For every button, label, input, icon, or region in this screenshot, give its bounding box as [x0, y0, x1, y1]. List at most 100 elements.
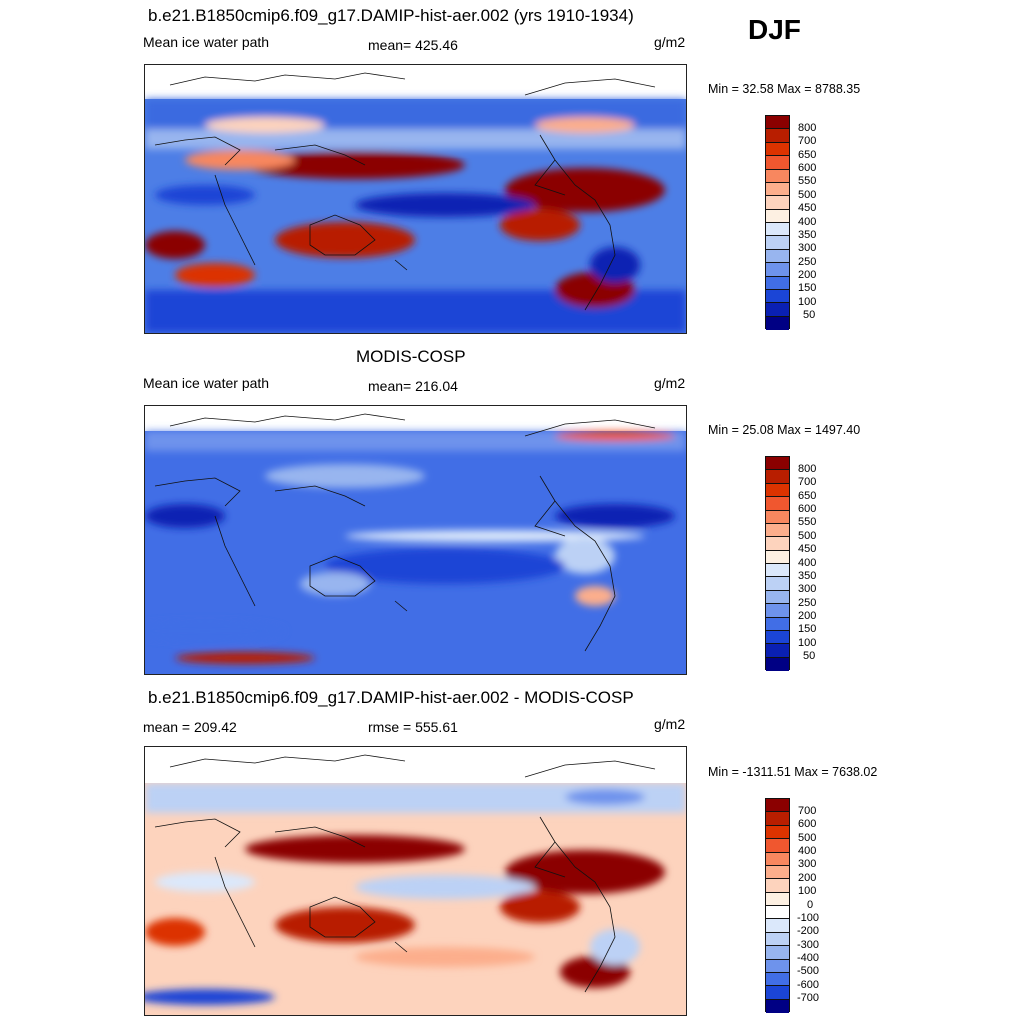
colorbar-segment	[766, 249, 789, 264]
colorbar-segment	[766, 879, 789, 893]
colorbar-tick-label: -700	[797, 992, 820, 1005]
colorbar-tick-label: 700	[798, 135, 817, 148]
colorbar-segment	[766, 919, 789, 933]
panel-3-title: b.e21.B1850cmip6.f09_g17.DAMIP-hist-aer.…	[148, 688, 634, 707]
colorbar-tick-label: 600	[798, 162, 817, 174]
colorbar-tick-label: 550	[798, 175, 817, 188]
colorbar-tick-label: -200	[797, 925, 820, 938]
colorbar-tick-label: 400	[798, 845, 817, 857]
colorbar-segment	[766, 303, 789, 317]
colorbar-segment	[766, 852, 789, 866]
panel-1-map	[144, 64, 687, 334]
colorbar-segment	[766, 892, 789, 906]
colorbar-tick-label: 400	[798, 556, 817, 569]
colorbar-tick-label: 800	[798, 121, 817, 134]
colorbar-segment	[766, 223, 789, 237]
colorbar-tick-label: 600	[798, 503, 817, 515]
colorbar-tick-label: -600	[797, 978, 820, 991]
colorbar-segment	[766, 156, 789, 170]
colorbar-tick-label: 50	[803, 650, 816, 663]
colorbar-segment	[766, 289, 789, 304]
colorbar-tick-label: -500	[797, 965, 820, 978]
colorbar-segment	[766, 142, 789, 157]
colorbar-segment	[766, 825, 789, 840]
colorbar-segment	[766, 986, 789, 1000]
colorbar-tick-label: 300	[798, 858, 817, 871]
colorbar-tick-label: -400	[797, 952, 820, 964]
colorbar-tick-label: 500	[798, 831, 817, 844]
colorbar-segment	[766, 470, 789, 484]
panel-1-minmax-label: Min = 32.58 Max = 8788.35	[708, 82, 861, 96]
colorbar-tick-label: 450	[798, 202, 817, 215]
colorbar-segment	[766, 169, 789, 183]
colorbar-segment	[766, 510, 789, 524]
colorbar-tick-label: 600	[798, 818, 817, 831]
colorbar-segment	[766, 276, 789, 290]
colorbar-tick-label: 650	[798, 489, 817, 502]
panel-2-mean-label: mean= 216.04	[368, 378, 458, 394]
colorbar-tick-label: 200	[798, 269, 817, 281]
colorbar-tick-label: 700	[798, 476, 817, 489]
panel-2-title: MODIS-COSP	[356, 347, 466, 366]
colorbar-segment	[766, 483, 789, 498]
panel-2-units-label: g/m2	[654, 375, 686, 391]
panel-3-mean-label: mean = 209.42	[143, 719, 237, 735]
colorbar-segment	[766, 590, 789, 605]
colorbar-tick-label: 350	[798, 228, 817, 241]
colorbar-tick-label: 200	[798, 871, 817, 884]
colorbar-segment	[766, 523, 789, 538]
colorbar-segment	[766, 946, 789, 960]
colorbar-segment	[766, 209, 789, 223]
panel-1-mean-label: mean= 425.46	[368, 37, 458, 53]
colorbar-tick-label: 500	[798, 529, 817, 542]
colorbar-tick-label: 650	[798, 148, 817, 161]
colorbar-segment	[766, 577, 789, 591]
panel-1-variable-label: Mean ice water path	[143, 34, 270, 50]
colorbar-tick-label: 150	[798, 623, 817, 636]
colorbar-segment	[766, 604, 789, 618]
panel-2-minmax-label: Min = 25.08 Max = 1497.40	[708, 423, 861, 437]
colorbar-tick-label: 700	[798, 804, 817, 817]
colorbar-segment	[766, 865, 789, 880]
panel-2-variable-label: Mean ice water path	[143, 375, 270, 391]
colorbar-tick-label: 250	[798, 255, 817, 268]
colorbar-segment	[766, 812, 789, 826]
colorbar-segment	[766, 550, 789, 564]
colorbar-segment	[766, 972, 789, 987]
colorbar-tick-label: -100	[797, 911, 820, 924]
colorbar-tick-label: -300	[797, 938, 820, 951]
colorbar-segment	[766, 263, 789, 277]
colorbar-segment	[766, 316, 789, 330]
colorbar-tick-label: 100	[798, 636, 817, 649]
colorbar-segment	[766, 564, 789, 578]
colorbar-segment	[766, 196, 789, 210]
colorbar-segment	[766, 236, 789, 250]
colorbar-segment	[766, 932, 789, 947]
colorbar-tick-label: 300	[798, 242, 817, 255]
colorbar-tick-label: 800	[798, 462, 817, 475]
colorbar-tick-label: 50	[803, 309, 816, 322]
colorbar-tick-label: 400	[798, 215, 817, 228]
colorbar-segment	[766, 999, 789, 1013]
colorbar-segment	[766, 959, 789, 973]
panel-3-minmax-label: Min = -1311.51 Max = 7638.02	[708, 765, 878, 779]
panel-3-map	[144, 746, 687, 1016]
panel-1-units-label: g/m2	[654, 34, 686, 50]
colorbar-segment	[766, 457, 789, 471]
colorbar-tick-label: 550	[798, 516, 817, 529]
colorbar-tick-label: 450	[798, 543, 817, 556]
colorbar-tick-label: 100	[798, 295, 817, 308]
panel-3-units-label: g/m2	[654, 716, 686, 732]
colorbar-tick-label: 250	[798, 596, 817, 609]
colorbar-segment	[766, 906, 789, 920]
panel-1-title: b.e21.B1850cmip6.f09_g17.DAMIP-hist-aer.…	[148, 6, 634, 25]
colorbar-tick-label: 350	[798, 569, 817, 582]
season-label: DJF	[748, 14, 801, 45]
colorbar-tick-label: 150	[798, 282, 817, 295]
panel-3-rmse-label: rmse = 555.61	[368, 719, 458, 735]
colorbar-tick-label: 300	[798, 583, 817, 596]
colorbar-segment	[766, 537, 789, 551]
colorbar-segment	[766, 182, 789, 197]
colorbar-segment	[766, 657, 789, 671]
colorbar-segment	[766, 116, 789, 130]
